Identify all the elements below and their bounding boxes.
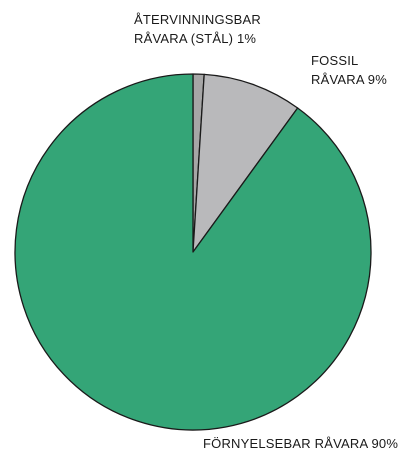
slice-label-1: FOSSIL RÅVARA 9% bbox=[311, 53, 387, 87]
slice-label-2-line-0: FÖRNYELSEBAR RÅVARA 90% bbox=[203, 436, 398, 451]
slice-label-0: ÅTERVINNINGSBAR RÅVARA (STÅL) 1% bbox=[134, 12, 261, 46]
pie-slice-1 bbox=[192, 73, 299, 253]
slice-label-1-line-1: RÅVARA 9% bbox=[311, 72, 387, 87]
slice-label-2: FÖRNYELSEBAR RÅVARA 90% bbox=[203, 436, 398, 451]
pie-slices bbox=[14, 73, 372, 431]
slice-label-0-line-1: RÅVARA (STÅL) 1% bbox=[134, 31, 256, 46]
pie-slice-2 bbox=[14, 73, 372, 431]
slice-label-1-line-0: FOSSIL bbox=[311, 53, 358, 68]
slice-labels: ÅTERVINNINGSBAR RÅVARA (STÅL) 1% FOSSIL RÅV… bbox=[134, 12, 398, 451]
slice-label-0-line-0: ÅTERVINNINGSBAR bbox=[134, 12, 261, 27]
